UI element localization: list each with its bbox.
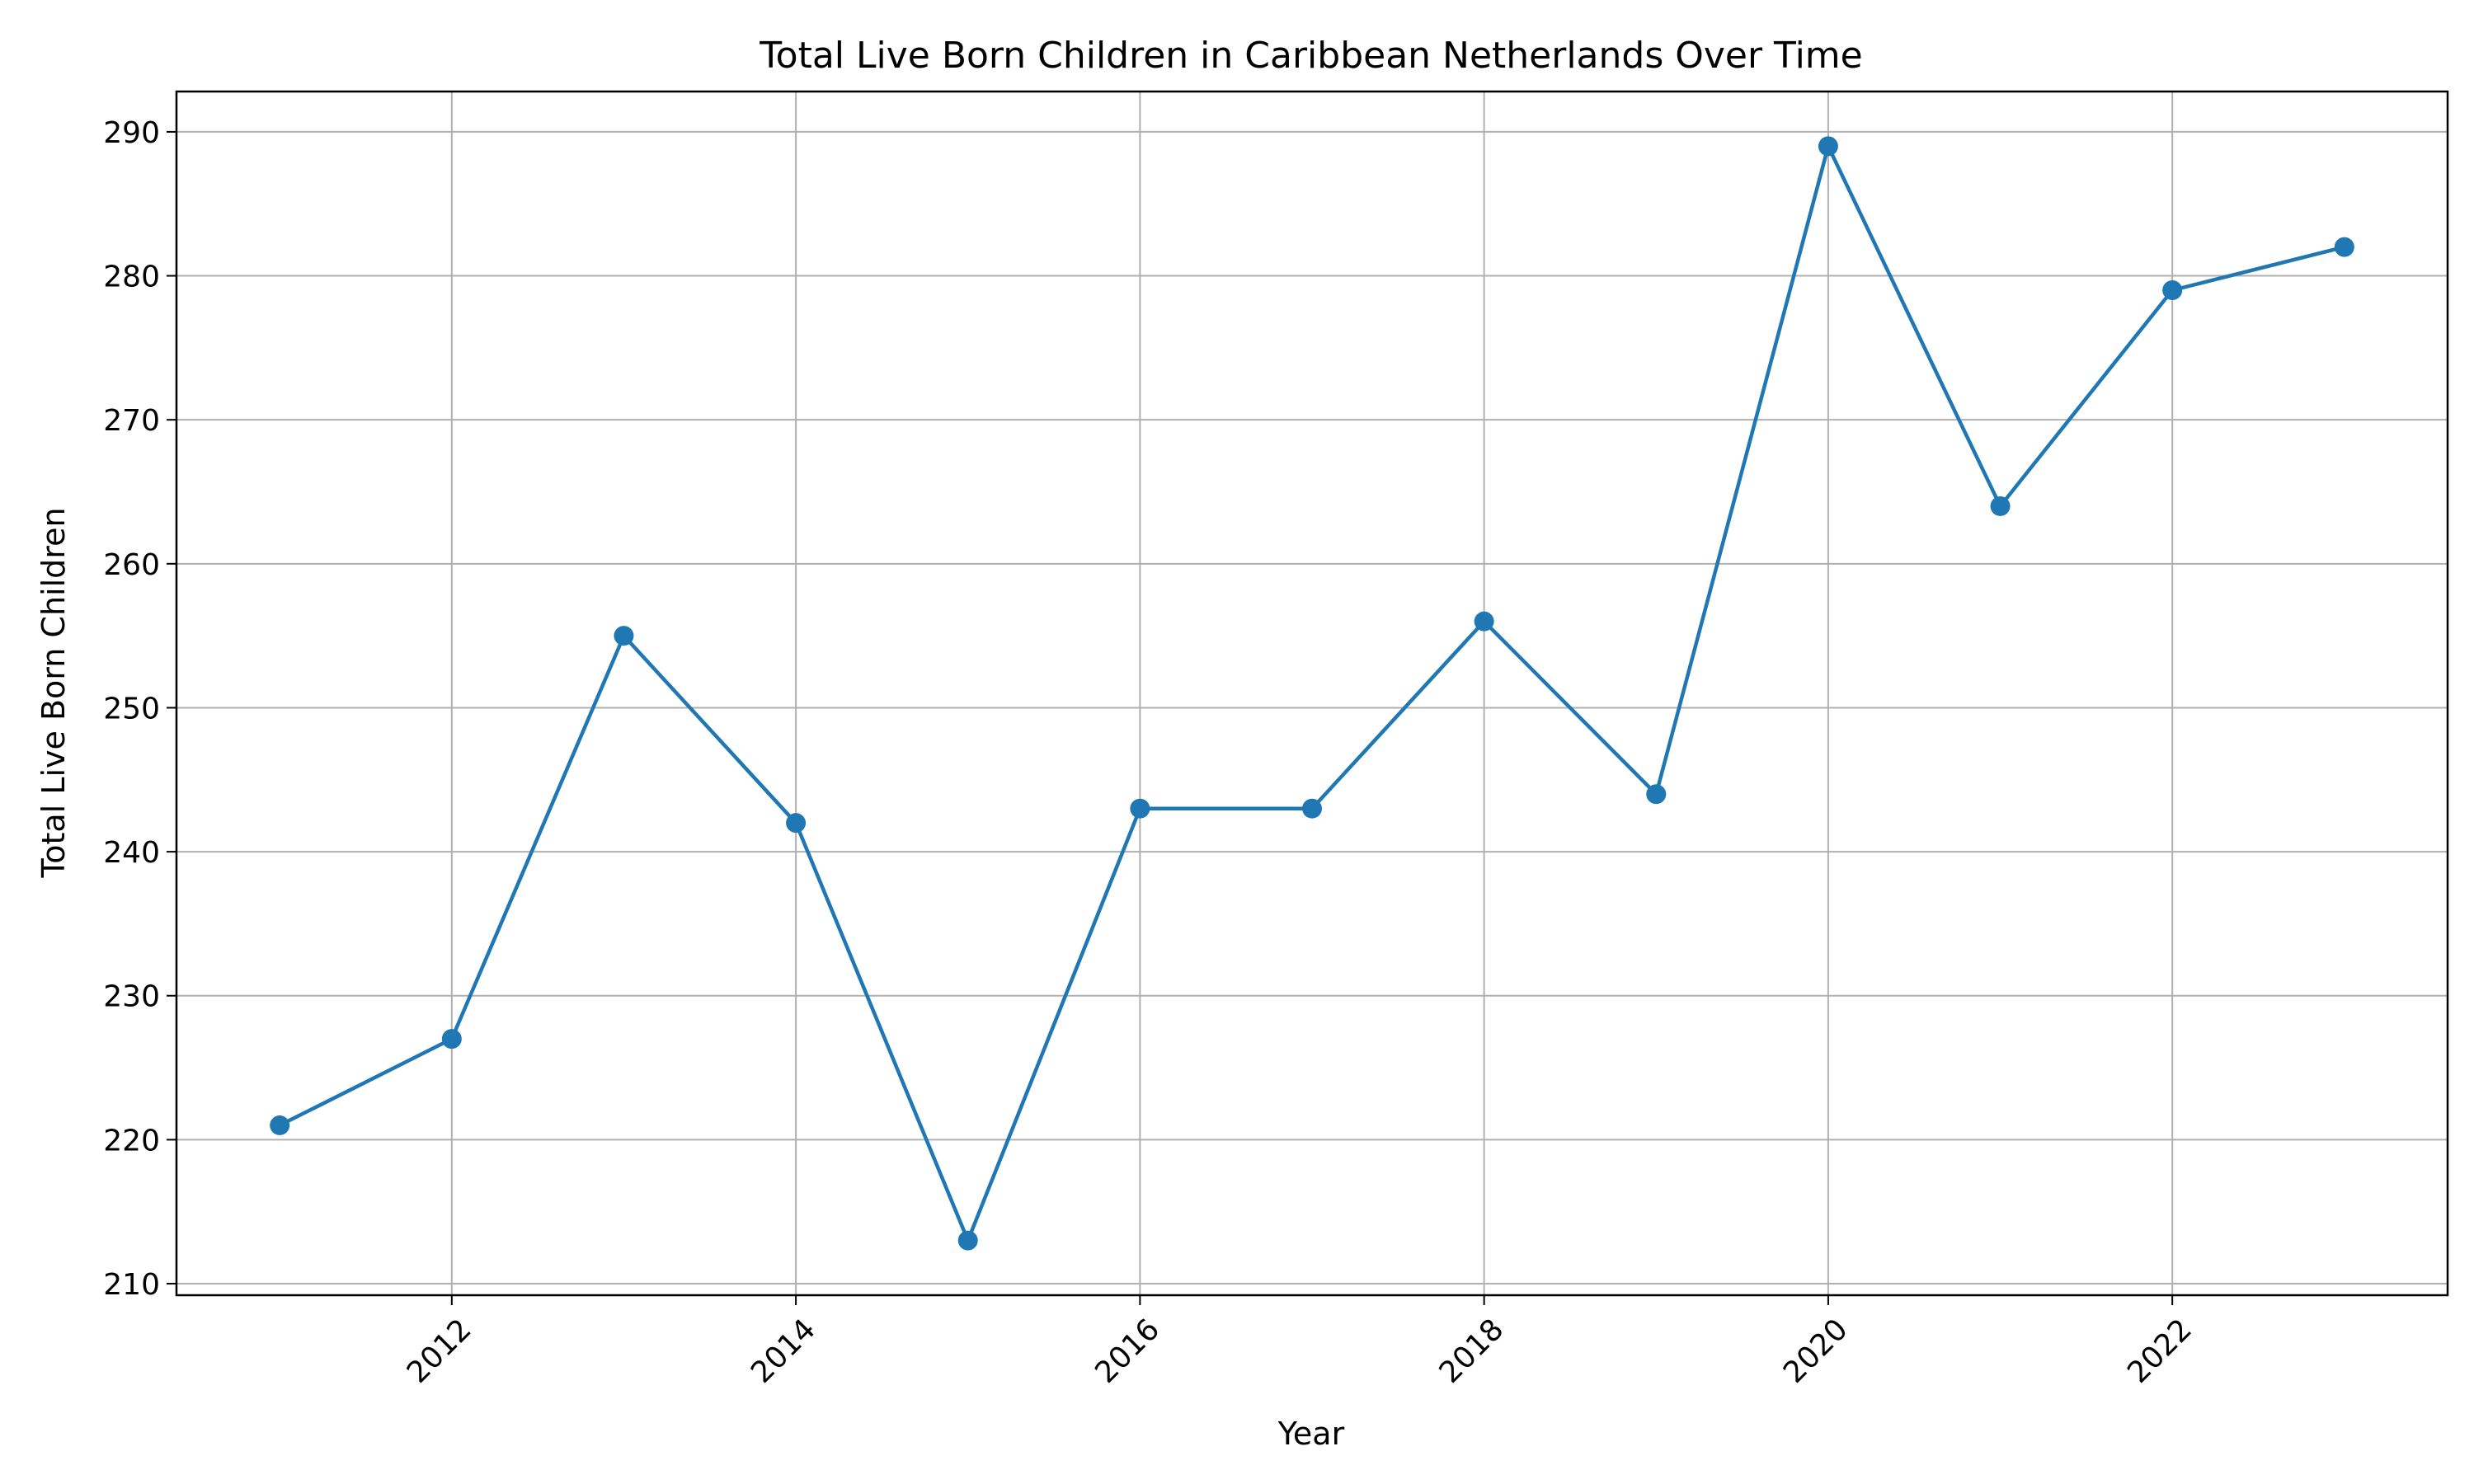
data-point (1646, 784, 1667, 805)
data-point (957, 1230, 978, 1251)
data-point (2334, 237, 2354, 257)
y-tick-label: 250 (103, 692, 160, 726)
y-tick-label: 210 (103, 1268, 160, 1302)
data-series (270, 136, 2354, 1251)
y-tick-label: 230 (103, 980, 160, 1014)
y-axis-label: Total Live Born Children (35, 507, 72, 878)
data-point (614, 626, 634, 646)
data-point (270, 1115, 290, 1135)
y-tick-label: 270 (103, 404, 160, 438)
y-tick-label: 290 (103, 116, 160, 150)
data-point (1474, 611, 1494, 632)
y-tick-label: 260 (103, 548, 160, 582)
chart-title: Total Live Born Children in Caribbean Ne… (759, 35, 1863, 77)
data-point (441, 1029, 462, 1050)
y-tick-label: 240 (103, 836, 160, 870)
y-tick-label: 280 (103, 261, 160, 294)
x-axis-label: Year (1277, 1416, 1345, 1452)
data-point (1302, 798, 1322, 819)
data-point (786, 813, 807, 834)
data-point (1818, 136, 1838, 157)
data-point (2162, 280, 2183, 301)
data-point (1130, 798, 1150, 819)
data-point (1990, 495, 2011, 516)
y-tick-label: 220 (103, 1124, 160, 1158)
plot-frame (175, 90, 2449, 1297)
